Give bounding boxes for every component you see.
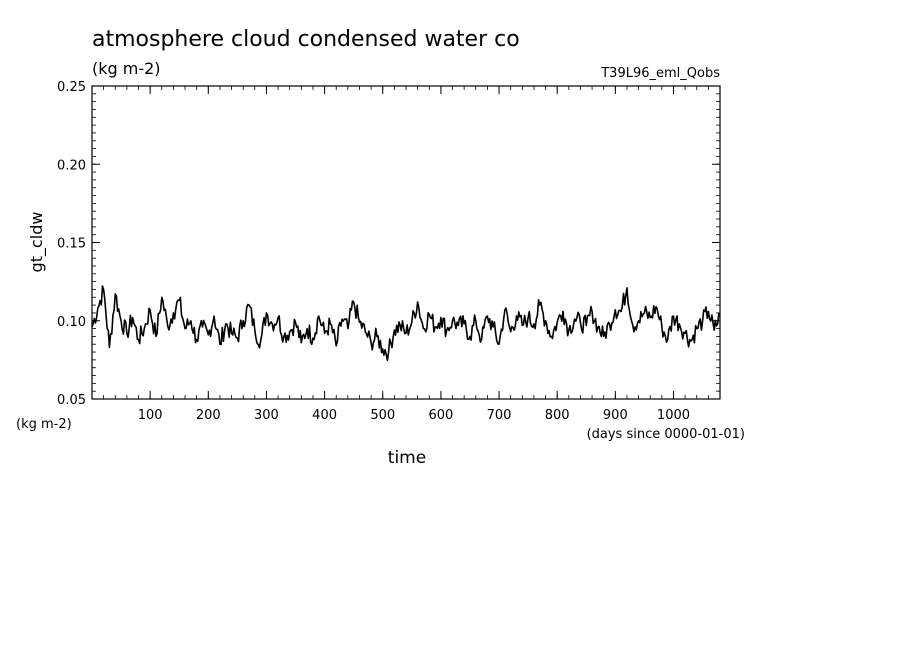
series-line-gt-cldw [91, 285, 721, 362]
x-tick-label: 800 [545, 408, 570, 423]
y-tick-label: 0.20 [57, 158, 86, 173]
y-axis-units: (kg m-2) [16, 417, 72, 432]
x-tick-label: 100 [138, 408, 163, 423]
x-axis: 100 200 300 400 500 600 700 800 900 1000 [103, 86, 709, 423]
plot-frame [91, 85, 721, 400]
x-tick-label: 300 [254, 408, 279, 423]
x-tick-label: 600 [428, 408, 453, 423]
x-tick-label: 900 [603, 408, 628, 423]
y-axis: 0.05 0.10 0.15 0.20 0.25 [57, 80, 720, 408]
x-tick-label: 700 [487, 408, 512, 423]
y-tick-label: 0.15 [57, 237, 86, 252]
x-tick-label: 500 [370, 408, 395, 423]
x-tick-label: 1000 [657, 408, 690, 423]
run-label: T39L96_eml_Qobs [600, 66, 720, 81]
y-tick-label: 0.25 [57, 80, 86, 95]
x-tick-label: 200 [196, 408, 221, 423]
y-axis-label: gt_cldw [27, 212, 47, 273]
chart-title: atmosphere cloud condensed water co [92, 27, 520, 52]
x-tick-label: 400 [312, 408, 337, 423]
chart-units-subtitle: (kg m-2) [92, 59, 161, 78]
x-axis-units: (days since 0000-01-01) [587, 427, 745, 442]
y-tick-label: 0.05 [57, 393, 86, 408]
x-axis-label: time [388, 448, 426, 468]
y-tick-label: 0.10 [57, 315, 86, 330]
